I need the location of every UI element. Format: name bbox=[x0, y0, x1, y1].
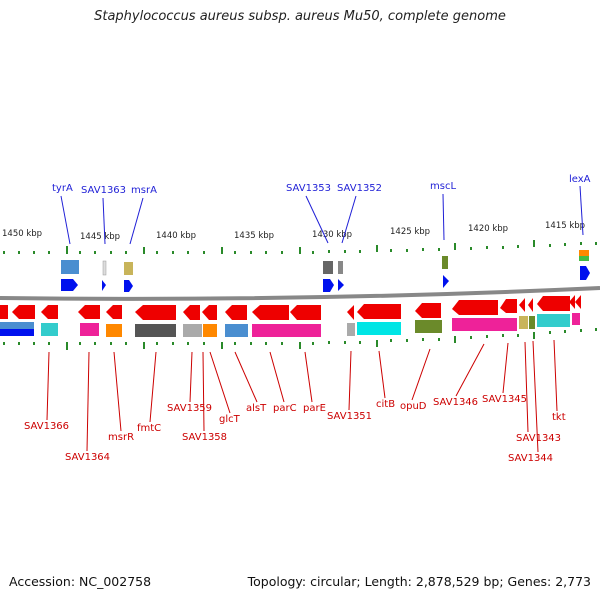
gene-label-glcT: glcT bbox=[219, 414, 241, 425]
scale-label: 1445 kbp bbox=[80, 232, 120, 242]
gene-label-sav1364: SAV1364 bbox=[65, 452, 110, 463]
gene-label-msrA: msrA bbox=[131, 185, 157, 196]
scale-label: 1415 kbp bbox=[545, 221, 585, 231]
gene-label-mscL: mscL bbox=[430, 181, 456, 192]
gene-sav1352 bbox=[338, 261, 343, 274]
genome-title: Staphylococcus aureus subsp. aureus Mu50… bbox=[94, 9, 506, 24]
gene-label-sav1363: SAV1363 bbox=[81, 185, 126, 196]
gene-mscL-arrow bbox=[443, 275, 449, 288]
gene-label-opuD: opuD bbox=[400, 401, 427, 412]
gene-label-citB: citB bbox=[376, 399, 395, 410]
gene-msrA-arrow bbox=[124, 280, 133, 292]
gene-sav1363 bbox=[102, 260, 107, 276]
gene-label-lexA: lexA bbox=[569, 174, 591, 185]
scale-labels: 1450 kbp 1445 kbp 1440 kbp 1435 kbp 1430… bbox=[2, 221, 585, 242]
genome-backbone bbox=[0, 286, 600, 301]
bottom-gene-labels: SAV1366 SAV1364 msrR fmtC SAV1359 SAV135… bbox=[24, 394, 566, 464]
upper-ticks bbox=[3, 240, 597, 254]
scale-label: 1425 kbp bbox=[390, 227, 430, 237]
gene-label-sav1345: SAV1345 bbox=[482, 394, 527, 405]
gene-label-sav1353: SAV1353 bbox=[286, 183, 331, 194]
lower-ticks bbox=[3, 328, 597, 350]
gene-label-parE: parE bbox=[303, 403, 326, 414]
gene-sav1353 bbox=[323, 261, 333, 274]
bottom-leader-lines bbox=[46, 339, 558, 453]
scale-label: 1435 kbp bbox=[234, 231, 274, 241]
gene-label-sav1346: SAV1346 bbox=[433, 397, 478, 408]
reverse-strand-arrows bbox=[0, 295, 581, 320]
forward-strand-features bbox=[61, 250, 590, 292]
gene-sav1353-arrow bbox=[323, 279, 334, 292]
scale-label: 1440 kbp bbox=[156, 231, 196, 241]
gene-label-sav1344: SAV1344 bbox=[508, 453, 553, 464]
genome-summary-text: Topology: circular; Length: 2,878,529 bp… bbox=[247, 574, 591, 589]
gene-label-sav1351: SAV1351 bbox=[327, 411, 372, 422]
gene-sav1363-arrow bbox=[102, 280, 106, 291]
gene-label-sav1352: SAV1352 bbox=[337, 183, 382, 194]
gene-label-msrR: msrR bbox=[108, 432, 134, 443]
gene-label-sav1359: SAV1359 bbox=[167, 403, 212, 414]
gene-sav1352-arrow bbox=[338, 279, 344, 291]
gene-lexA-arrow bbox=[580, 266, 590, 280]
gene-label-sav1358: SAV1358 bbox=[182, 432, 227, 443]
scale-label: 1450 kbp bbox=[2, 229, 42, 239]
accession-text: Accession: NC_002758 bbox=[9, 574, 152, 589]
gene-lexA bbox=[579, 250, 589, 256]
gene-mscL bbox=[442, 256, 448, 269]
scale-label: 1430 kbp bbox=[312, 230, 352, 240]
gene-label-fmtC: fmtC bbox=[137, 423, 161, 434]
scale-label: 1420 kbp bbox=[468, 224, 508, 234]
gene-msrA bbox=[124, 262, 133, 275]
top-leader-lines bbox=[60, 185, 584, 245]
gene-label-sav1343: SAV1343 bbox=[516, 433, 561, 444]
gene-label-tkt: tkt bbox=[552, 412, 566, 423]
gene-label-alsT: alsT bbox=[246, 403, 267, 414]
gene-label-sav1366: SAV1366 bbox=[24, 421, 69, 432]
gene-label-tyrA: tyrA bbox=[52, 183, 73, 194]
gene-tyrA-arrow bbox=[61, 279, 78, 291]
gene-tyrA bbox=[61, 260, 79, 274]
reverse-strand-blocks bbox=[0, 313, 580, 337]
top-gene-labels: tyrA SAV1363 msrA SAV1353 SAV1352 mscL l… bbox=[52, 174, 591, 196]
gene-label-parC: parC bbox=[273, 403, 297, 414]
